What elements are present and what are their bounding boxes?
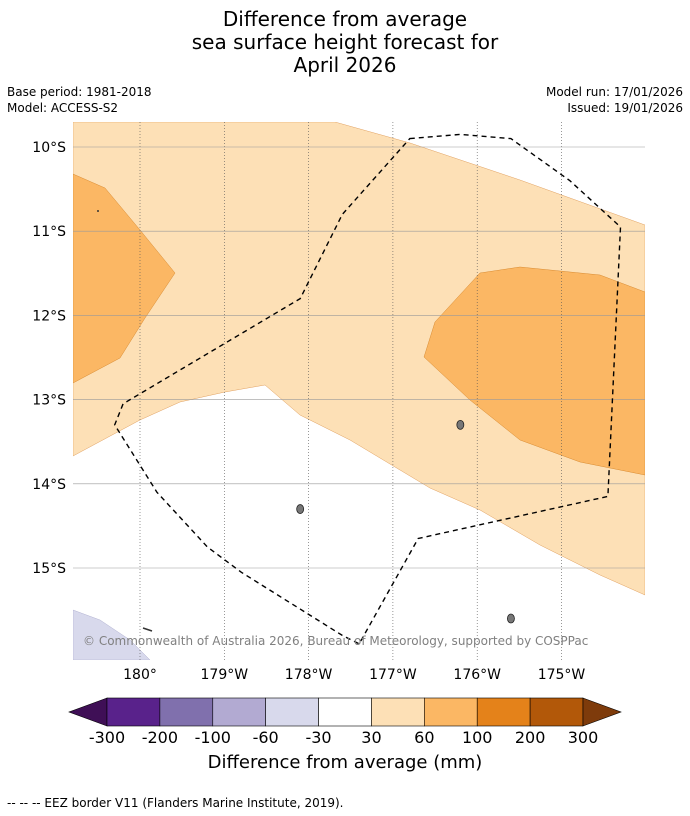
colorbar-tick-label: -30 xyxy=(305,728,332,747)
x-tick-label: 176°W xyxy=(453,667,501,683)
gridlines xyxy=(73,122,645,660)
islands xyxy=(296,419,515,624)
chart-title-line-2: sea surface height forecast for xyxy=(191,30,499,54)
model-text: Model: ACCESS-S2 xyxy=(7,101,119,115)
island-2 xyxy=(507,613,515,624)
island-0 xyxy=(456,419,465,430)
colorbar-tick-label: -60 xyxy=(252,728,279,747)
region-60-100-east xyxy=(423,266,645,476)
chart-title-line-1: Difference from average xyxy=(222,7,468,31)
colorbar-tick-label: -100 xyxy=(194,728,231,747)
x-tick-label: 178°W xyxy=(285,667,333,683)
colorbar-segment xyxy=(476,697,531,727)
colorbar xyxy=(68,697,622,727)
region-60-100-west xyxy=(73,173,176,384)
x-tick-label: 177°W xyxy=(369,667,417,683)
colorbar-label: Difference from average (mm) xyxy=(207,752,483,773)
island-1 xyxy=(296,504,305,514)
x-tick-label: 180° xyxy=(123,667,157,683)
y-tick-label: 12°S xyxy=(32,308,66,324)
colorbar-segment xyxy=(318,697,372,727)
colorbar-segment xyxy=(529,697,584,727)
colorbar-extend-high xyxy=(582,697,622,727)
y-tick-label: 13°S xyxy=(32,393,66,409)
meta-left: Base period: 1981-2018 Model: ACCESS-S2 xyxy=(7,84,152,116)
colorbar-extend-low xyxy=(68,697,108,727)
y-tick-label: 14°S xyxy=(32,477,66,493)
copyright-text: © Commonwealth of Australia 2026, Bureau… xyxy=(83,634,588,648)
colorbar-tick-label: -300 xyxy=(88,728,126,747)
colorbar-tick-label: 60 xyxy=(414,728,435,747)
x-tick-labels: 180° 179°W 178°W 177°W 176°W 175°W xyxy=(123,667,585,683)
colorbar-tick-label: 100 xyxy=(461,728,493,747)
island-dot xyxy=(97,210,99,212)
chart-title: Difference from average sea surface heig… xyxy=(0,8,690,77)
model-run-text: Model run: 17/01/2026 xyxy=(545,85,683,99)
island-small-sw xyxy=(142,627,153,632)
y-tick-labels: 10°S 11°S 12°S 13°S 14°S 15°S xyxy=(32,140,66,577)
x-tick-label: 179°W xyxy=(201,667,249,683)
eez-footnote: -- -- -- EEZ border V11 (Flanders Marine… xyxy=(7,796,344,810)
colorbar-segment xyxy=(212,697,266,727)
region-30-60-band xyxy=(73,122,645,596)
issued-text: Issued: 19/01/2026 xyxy=(567,101,683,115)
base-period-text: Base period: 1981-2018 xyxy=(7,85,152,99)
colorbar-segment xyxy=(424,697,478,727)
y-tick-label: 15°S xyxy=(32,561,66,577)
colorbar-tick-label: -200 xyxy=(141,728,179,747)
colorbar-segment xyxy=(106,697,161,727)
colorbar-segment xyxy=(159,697,214,727)
eez-border xyxy=(113,133,622,645)
map-area: © Commonwealth of Australia 2026, Bureau… xyxy=(73,122,645,660)
meta-right: Model run: 17/01/2026 Issued: 19/01/2026 xyxy=(546,84,683,116)
x-tick-label: 175°W xyxy=(538,667,586,683)
y-tick-label: 11°S xyxy=(32,224,66,240)
chart-title-line-3: April 2026 xyxy=(293,53,397,77)
colorbar-tick-label: 30 xyxy=(361,728,382,747)
colorbar-segment xyxy=(265,697,319,727)
colorbar-tick-label: 200 xyxy=(514,728,546,747)
colorbar-tick-label: 300 xyxy=(567,728,599,747)
colorbar-segment xyxy=(371,697,425,727)
y-tick-label: 10°S xyxy=(32,140,66,156)
